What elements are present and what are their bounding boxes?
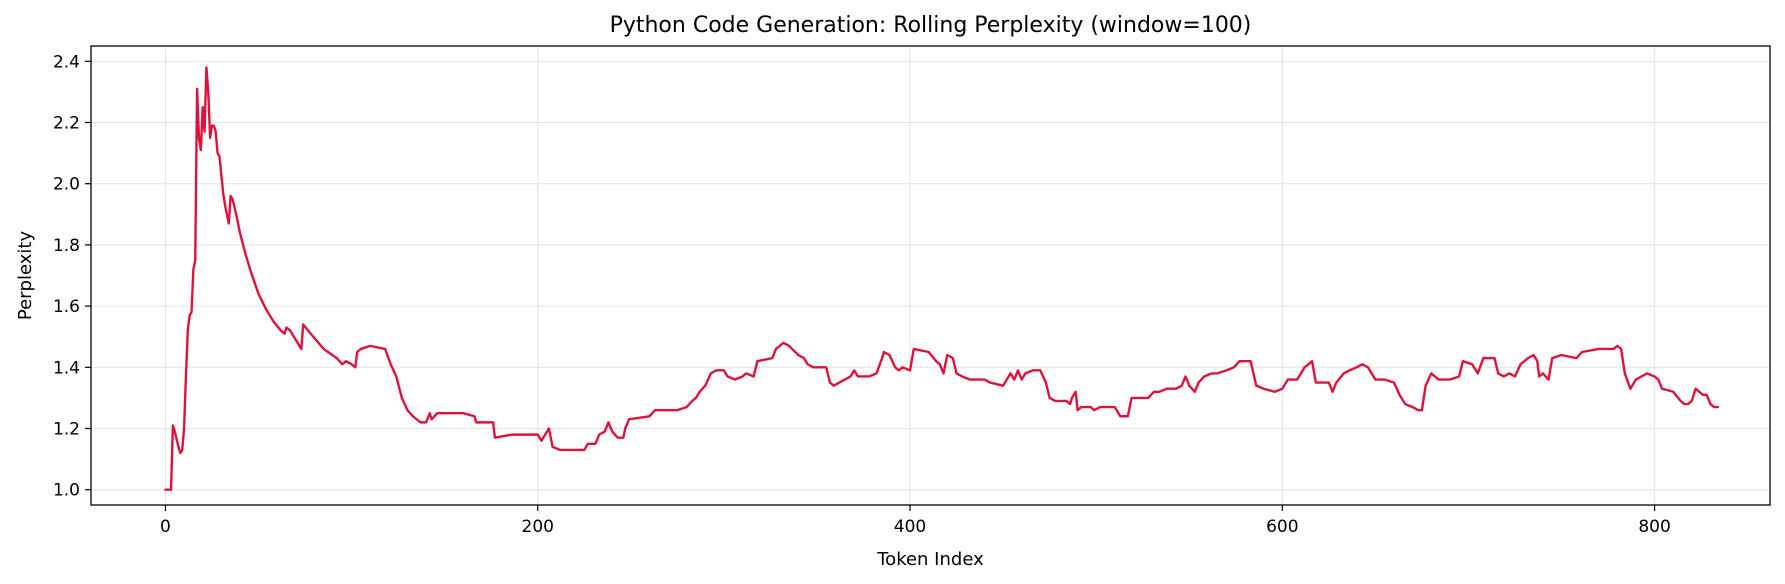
x-tick-label: 0 (160, 517, 171, 537)
y-tick-label: 1.0 (53, 481, 80, 501)
y-tick-label: 1.2 (53, 420, 80, 440)
y-tick-label: 2.0 (53, 175, 80, 195)
x-axis-label: Token Index (876, 549, 984, 570)
x-tick-label: 600 (1266, 517, 1298, 537)
perplexity-series-line (164, 66, 1720, 491)
x-tick-label: 200 (522, 517, 554, 537)
y-axis-label: Perplexity (15, 231, 36, 321)
y-tick-label: 1.4 (53, 358, 80, 378)
y-tick-label: 2.2 (53, 114, 80, 134)
series-layer (164, 66, 1720, 491)
y-tick-label: 2.4 (53, 52, 80, 72)
chart-title: Python Code Generation: Rolling Perplexi… (610, 13, 1252, 38)
plot-frame (90, 45, 1771, 506)
x-tick-label: 800 (1638, 517, 1670, 537)
grid (91, 46, 1770, 505)
x-axis-ticks: 0 200 400 600 800 (160, 505, 1671, 537)
y-tick-label: 1.8 (53, 236, 80, 256)
x-tick-label: 400 (894, 517, 926, 537)
y-tick-label: 1.6 (53, 297, 80, 317)
y-axis-ticks: 1.0 1.2 1.4 1.6 1.8 2.0 2.2 2.4 (53, 52, 91, 501)
